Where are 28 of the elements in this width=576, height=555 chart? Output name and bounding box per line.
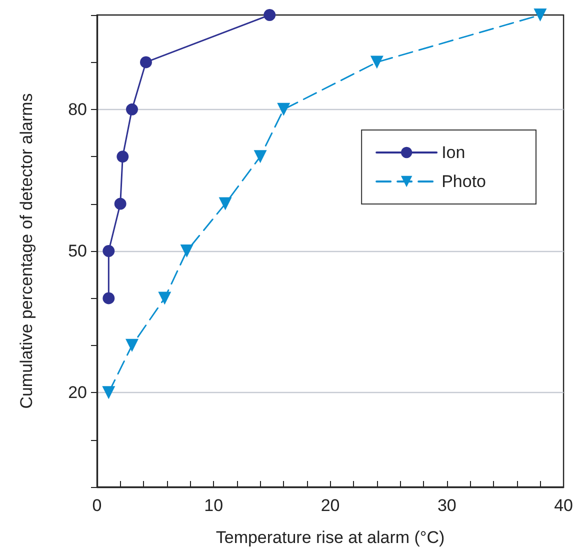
point	[370, 56, 384, 69]
y-tick-label: 50	[68, 242, 87, 260]
point	[534, 8, 547, 22]
point	[102, 386, 116, 400]
x-tick-label: 0	[92, 496, 102, 515]
point	[102, 245, 115, 257]
y-tick-label: 80	[68, 100, 87, 119]
point	[125, 338, 138, 352]
x-tick-label: 40	[554, 496, 574, 515]
point	[180, 244, 194, 258]
y-axis-title: Cumulative percentage of detector alarms	[17, 93, 36, 409]
point	[277, 102, 290, 116]
y-tick-label: 20	[68, 383, 87, 402]
point	[254, 150, 267, 164]
x-axis-title: Temperature rise at alarm (°C)	[216, 528, 445, 547]
point	[116, 150, 129, 163]
point	[158, 292, 172, 305]
point	[114, 198, 126, 210]
point	[140, 56, 152, 68]
point	[126, 103, 138, 116]
x-tick-label: 10	[204, 496, 224, 515]
point	[218, 197, 232, 210]
point	[264, 9, 276, 21]
x-tick-label: 20	[320, 496, 340, 515]
legend-label: Ion	[442, 143, 466, 162]
point	[102, 292, 115, 304]
legend-label: Photo	[442, 172, 486, 191]
x-tick-label: 30	[437, 496, 456, 515]
